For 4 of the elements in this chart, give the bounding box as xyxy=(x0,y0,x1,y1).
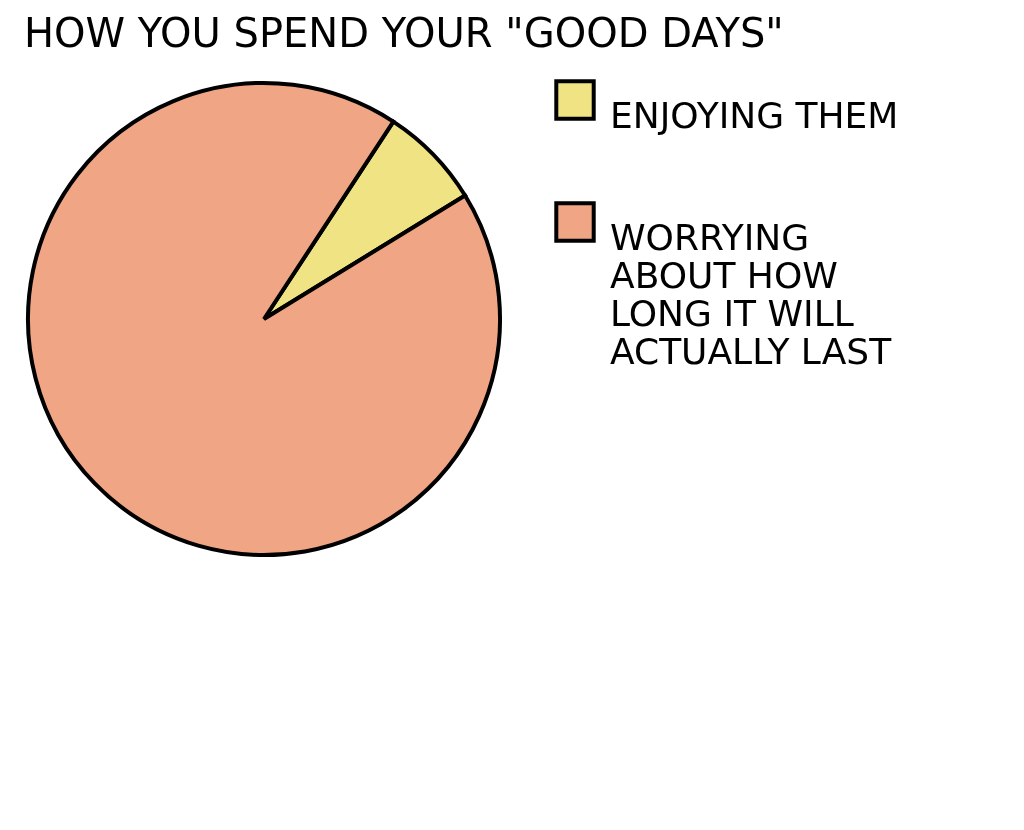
legend-label: WORRYING ABOUT HOW LONG IT WILL ACTUALLY LAST xyxy=(610,217,893,372)
legend-label: ENJOYING THEM xyxy=(610,95,899,136)
pie-slice xyxy=(26,81,502,557)
chart-title: HOW YOU SPEND YOUR "GOOD DAYS" xyxy=(24,10,784,56)
